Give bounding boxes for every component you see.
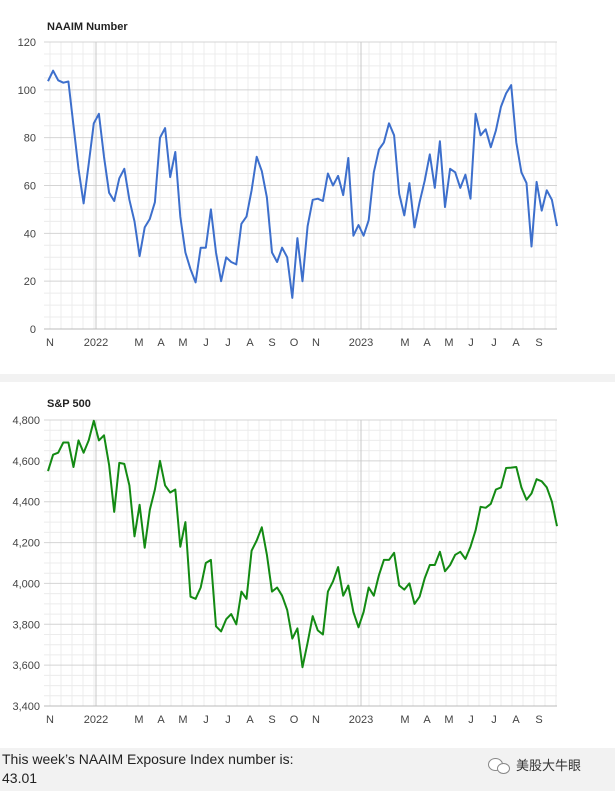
footer-value: 43.01 — [2, 770, 38, 786]
chart-title: NAAIM Number — [47, 21, 128, 33]
x-tick-label: M — [178, 714, 187, 726]
naaim-chart-panel: NAAIM Number 0 20 40 60 80 100 120 N 2022 M A M J J A S O… — [0, 0, 615, 374]
x-tick-label: J — [203, 337, 209, 349]
x-tick-label: A — [512, 714, 520, 726]
grid — [44, 41, 557, 330]
x-tick-label: O — [290, 337, 299, 349]
x-tick-label: A — [246, 337, 254, 349]
x-tick-label: S — [268, 714, 275, 726]
brand-label: 美股大牛眼 — [516, 758, 582, 773]
y-tick-label: 4,000 — [12, 578, 40, 590]
x-tick-label: J — [491, 337, 497, 349]
x-tick-label: A — [512, 337, 520, 349]
x-tick-label: N — [46, 337, 54, 349]
x-tick-label: A — [423, 337, 431, 349]
x-tick-label: A — [157, 714, 165, 726]
x-tick-label: J — [491, 714, 497, 726]
x-tick-label: J — [225, 337, 231, 349]
footer-caption: This week’s NAAIM Exposure Index number … — [2, 751, 294, 767]
x-tick-label: N — [312, 337, 320, 349]
y-tick-label: 3,400 — [12, 701, 40, 713]
x-tick-label: A — [157, 337, 165, 349]
naaim-chart: NAAIM Number 0 20 40 60 80 100 120 N 2022 M A M J J A S O… — [18, 21, 558, 349]
y-tick-label: 0 — [30, 324, 36, 336]
sp500-chart: S&P 500 3,400 3,600 3,800 4,000 4,200 4,400 4,6… — [12, 398, 558, 726]
x-tick-label: M — [444, 714, 453, 726]
series-line — [47, 69, 558, 299]
x-tick-label: 2023 — [349, 337, 373, 349]
x-tick-label: 2023 — [349, 714, 373, 726]
x-tick-label: S — [535, 337, 542, 349]
y-tick-label: 60 — [24, 181, 36, 193]
x-tick-label: M — [134, 714, 143, 726]
chart-title: S&P 500 — [47, 398, 91, 410]
x-tick-label: M — [134, 337, 143, 349]
y-tick-label: 4,800 — [12, 415, 40, 427]
x-tick-label: J — [203, 714, 209, 726]
x-tick-label: N — [46, 714, 54, 726]
y-tick-label: 3,600 — [12, 660, 40, 672]
y-tick-label: 4,600 — [12, 456, 40, 468]
x-tick-label: S — [268, 337, 275, 349]
x-tick-label: M — [178, 337, 187, 349]
grid — [44, 419, 557, 707]
y-tick-label: 120 — [18, 37, 36, 49]
sp500-chart-panel: S&P 500 3,400 3,600 3,800 4,000 4,200 4,400 4,6… — [0, 382, 615, 748]
series-line — [47, 419, 558, 669]
y-tick-label: 100 — [18, 85, 36, 97]
x-tick-label: M — [400, 337, 409, 349]
y-tick-label: 40 — [24, 228, 36, 240]
x-tick-label: M — [444, 337, 453, 349]
x-tick-label: N — [312, 714, 320, 726]
y-tick-label: 4,200 — [12, 538, 40, 550]
x-tick-label: S — [535, 714, 542, 726]
wechat-icon — [488, 756, 512, 774]
y-tick-label: 3,800 — [12, 619, 40, 631]
x-tick-label: A — [423, 714, 431, 726]
y-tick-label: 80 — [24, 133, 36, 145]
x-tick-label: A — [246, 714, 254, 726]
brand-watermark: 美股大牛眼 — [488, 755, 581, 774]
x-tick-label: 2022 — [84, 337, 108, 349]
y-tick-label: 4,400 — [12, 497, 40, 509]
x-tick-label: M — [400, 714, 409, 726]
x-tick-label: J — [468, 714, 474, 726]
x-tick-label: 2022 — [84, 714, 108, 726]
x-tick-label: O — [290, 714, 299, 726]
x-tick-label: J — [468, 337, 474, 349]
y-tick-label: 20 — [24, 276, 36, 288]
x-tick-label: J — [225, 714, 231, 726]
